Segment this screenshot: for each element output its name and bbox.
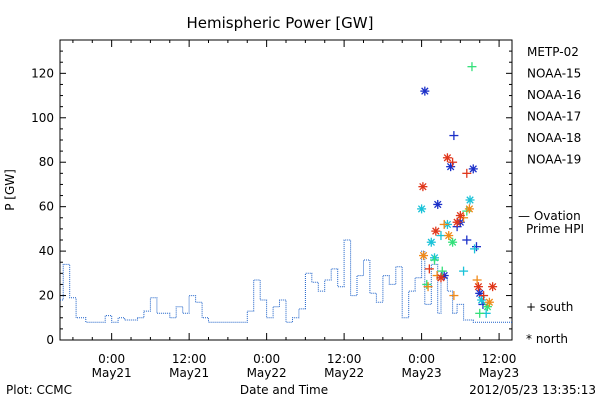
north-star-marker <box>455 211 465 221</box>
north-star-marker <box>484 297 494 307</box>
south-plus-marker <box>424 264 434 274</box>
north-star-marker <box>431 226 441 236</box>
south-plus-marker <box>479 291 489 301</box>
north-star-marker <box>465 195 475 205</box>
y-tick-label: 100 <box>31 111 54 125</box>
north-star-marker <box>444 231 454 241</box>
x-tick-date-label: May22 <box>247 366 287 380</box>
y-tick-label: 60 <box>39 200 54 214</box>
south-plus-marker <box>437 266 447 276</box>
north-star-marker <box>448 237 458 247</box>
north-star-marker <box>468 164 478 174</box>
south-plus-marker <box>423 282 433 292</box>
south-plus-marker <box>422 279 432 289</box>
south-plus-marker <box>449 131 459 141</box>
x-tick-date-label: May23 <box>479 366 519 380</box>
north-star-marker <box>433 199 443 209</box>
south-plus-marker <box>439 219 449 229</box>
south-plus-marker <box>436 231 446 241</box>
legend-entry: NOAA-15 <box>527 67 581 81</box>
x-tick-time-label: 0:00 <box>98 352 125 366</box>
south-plus-marker <box>449 291 459 301</box>
y-tick-label: 120 <box>31 66 54 80</box>
y-tick-label: 20 <box>39 289 54 303</box>
ovation-label-line1: — Ovation <box>518 209 581 223</box>
y-axis: 0 20 40 60 80 100 120 <box>31 39 512 347</box>
south-plus-marker <box>462 235 472 245</box>
legend-entry: METP-02 <box>527 45 579 59</box>
y-axis-label: P [GW] <box>3 169 17 211</box>
plot-frame <box>59 39 513 341</box>
y-tick-label: 40 <box>39 244 54 258</box>
north-star-marker <box>452 217 462 227</box>
data-points <box>417 62 498 318</box>
south-plus-marker <box>471 242 481 252</box>
south-plus-marker <box>467 62 477 72</box>
x-tick-date-label: May21 <box>92 366 132 380</box>
x-tick-time-label: 12:00 <box>172 352 207 366</box>
chart-title: Hemispheric Power [GW] <box>187 14 374 32</box>
north-star-marker <box>475 288 485 298</box>
south-plus-marker <box>470 244 480 254</box>
north-star-marker <box>420 86 430 96</box>
legend: METP-02 NOAA-15 NOAA-16 NOAA-17 NOAA-18 NOAA-… <box>527 45 581 167</box>
south-plus-marker <box>475 308 485 318</box>
north-star-marker <box>436 273 446 283</box>
north-marker-legend: * north <box>526 332 568 346</box>
north-star-marker <box>488 282 498 292</box>
north-star-marker <box>446 162 456 172</box>
north-star-marker <box>473 282 483 292</box>
footer-timestamp: 2012/05/23 13:35:13 <box>469 383 596 397</box>
south-plus-marker <box>462 168 472 178</box>
x-tick-date-label: May22 <box>324 366 364 380</box>
north-star-marker <box>419 251 429 261</box>
x-tick-time-label: 0:00 <box>408 352 435 366</box>
x-tick-date-label: May21 <box>169 366 209 380</box>
north-star-marker <box>442 153 452 163</box>
south-plus-marker <box>472 275 482 285</box>
x-tick-date-label: May23 <box>402 366 442 380</box>
legend-entry: NOAA-18 <box>527 131 581 145</box>
x-axis: 0:00May2112:00May210:00May2212:00May220:… <box>72 40 519 380</box>
ovation-prime-hpi-line <box>60 239 512 323</box>
x-tick-time-label: 12:00 <box>327 352 362 366</box>
north-star-marker <box>426 237 436 247</box>
y-tick-label: 0 <box>46 333 54 347</box>
south-plus-marker <box>432 271 442 281</box>
ovation-label-line2: Prime HPI <box>526 222 584 236</box>
legend-entry: NOAA-19 <box>527 153 581 167</box>
ovation-side-label: — Ovation Prime HPI <box>518 209 584 236</box>
south-plus-marker <box>430 255 440 265</box>
south-plus-marker <box>459 266 469 276</box>
y-tick-label: 80 <box>39 155 54 169</box>
x-tick-time-label: 0:00 <box>253 352 280 366</box>
north-star-marker <box>417 204 427 214</box>
north-star-marker <box>418 182 428 192</box>
legend-entry: NOAA-17 <box>527 110 581 124</box>
south-marker-legend: + south <box>526 300 573 314</box>
footer-left-label: Plot: CCMC <box>6 383 72 397</box>
legend-entry: NOAA-16 <box>527 88 581 102</box>
south-plus-marker <box>448 157 458 167</box>
x-axis-label: Date and Time <box>240 383 328 397</box>
north-star-marker <box>464 204 474 214</box>
x-tick-time-label: 12:00 <box>482 352 517 366</box>
